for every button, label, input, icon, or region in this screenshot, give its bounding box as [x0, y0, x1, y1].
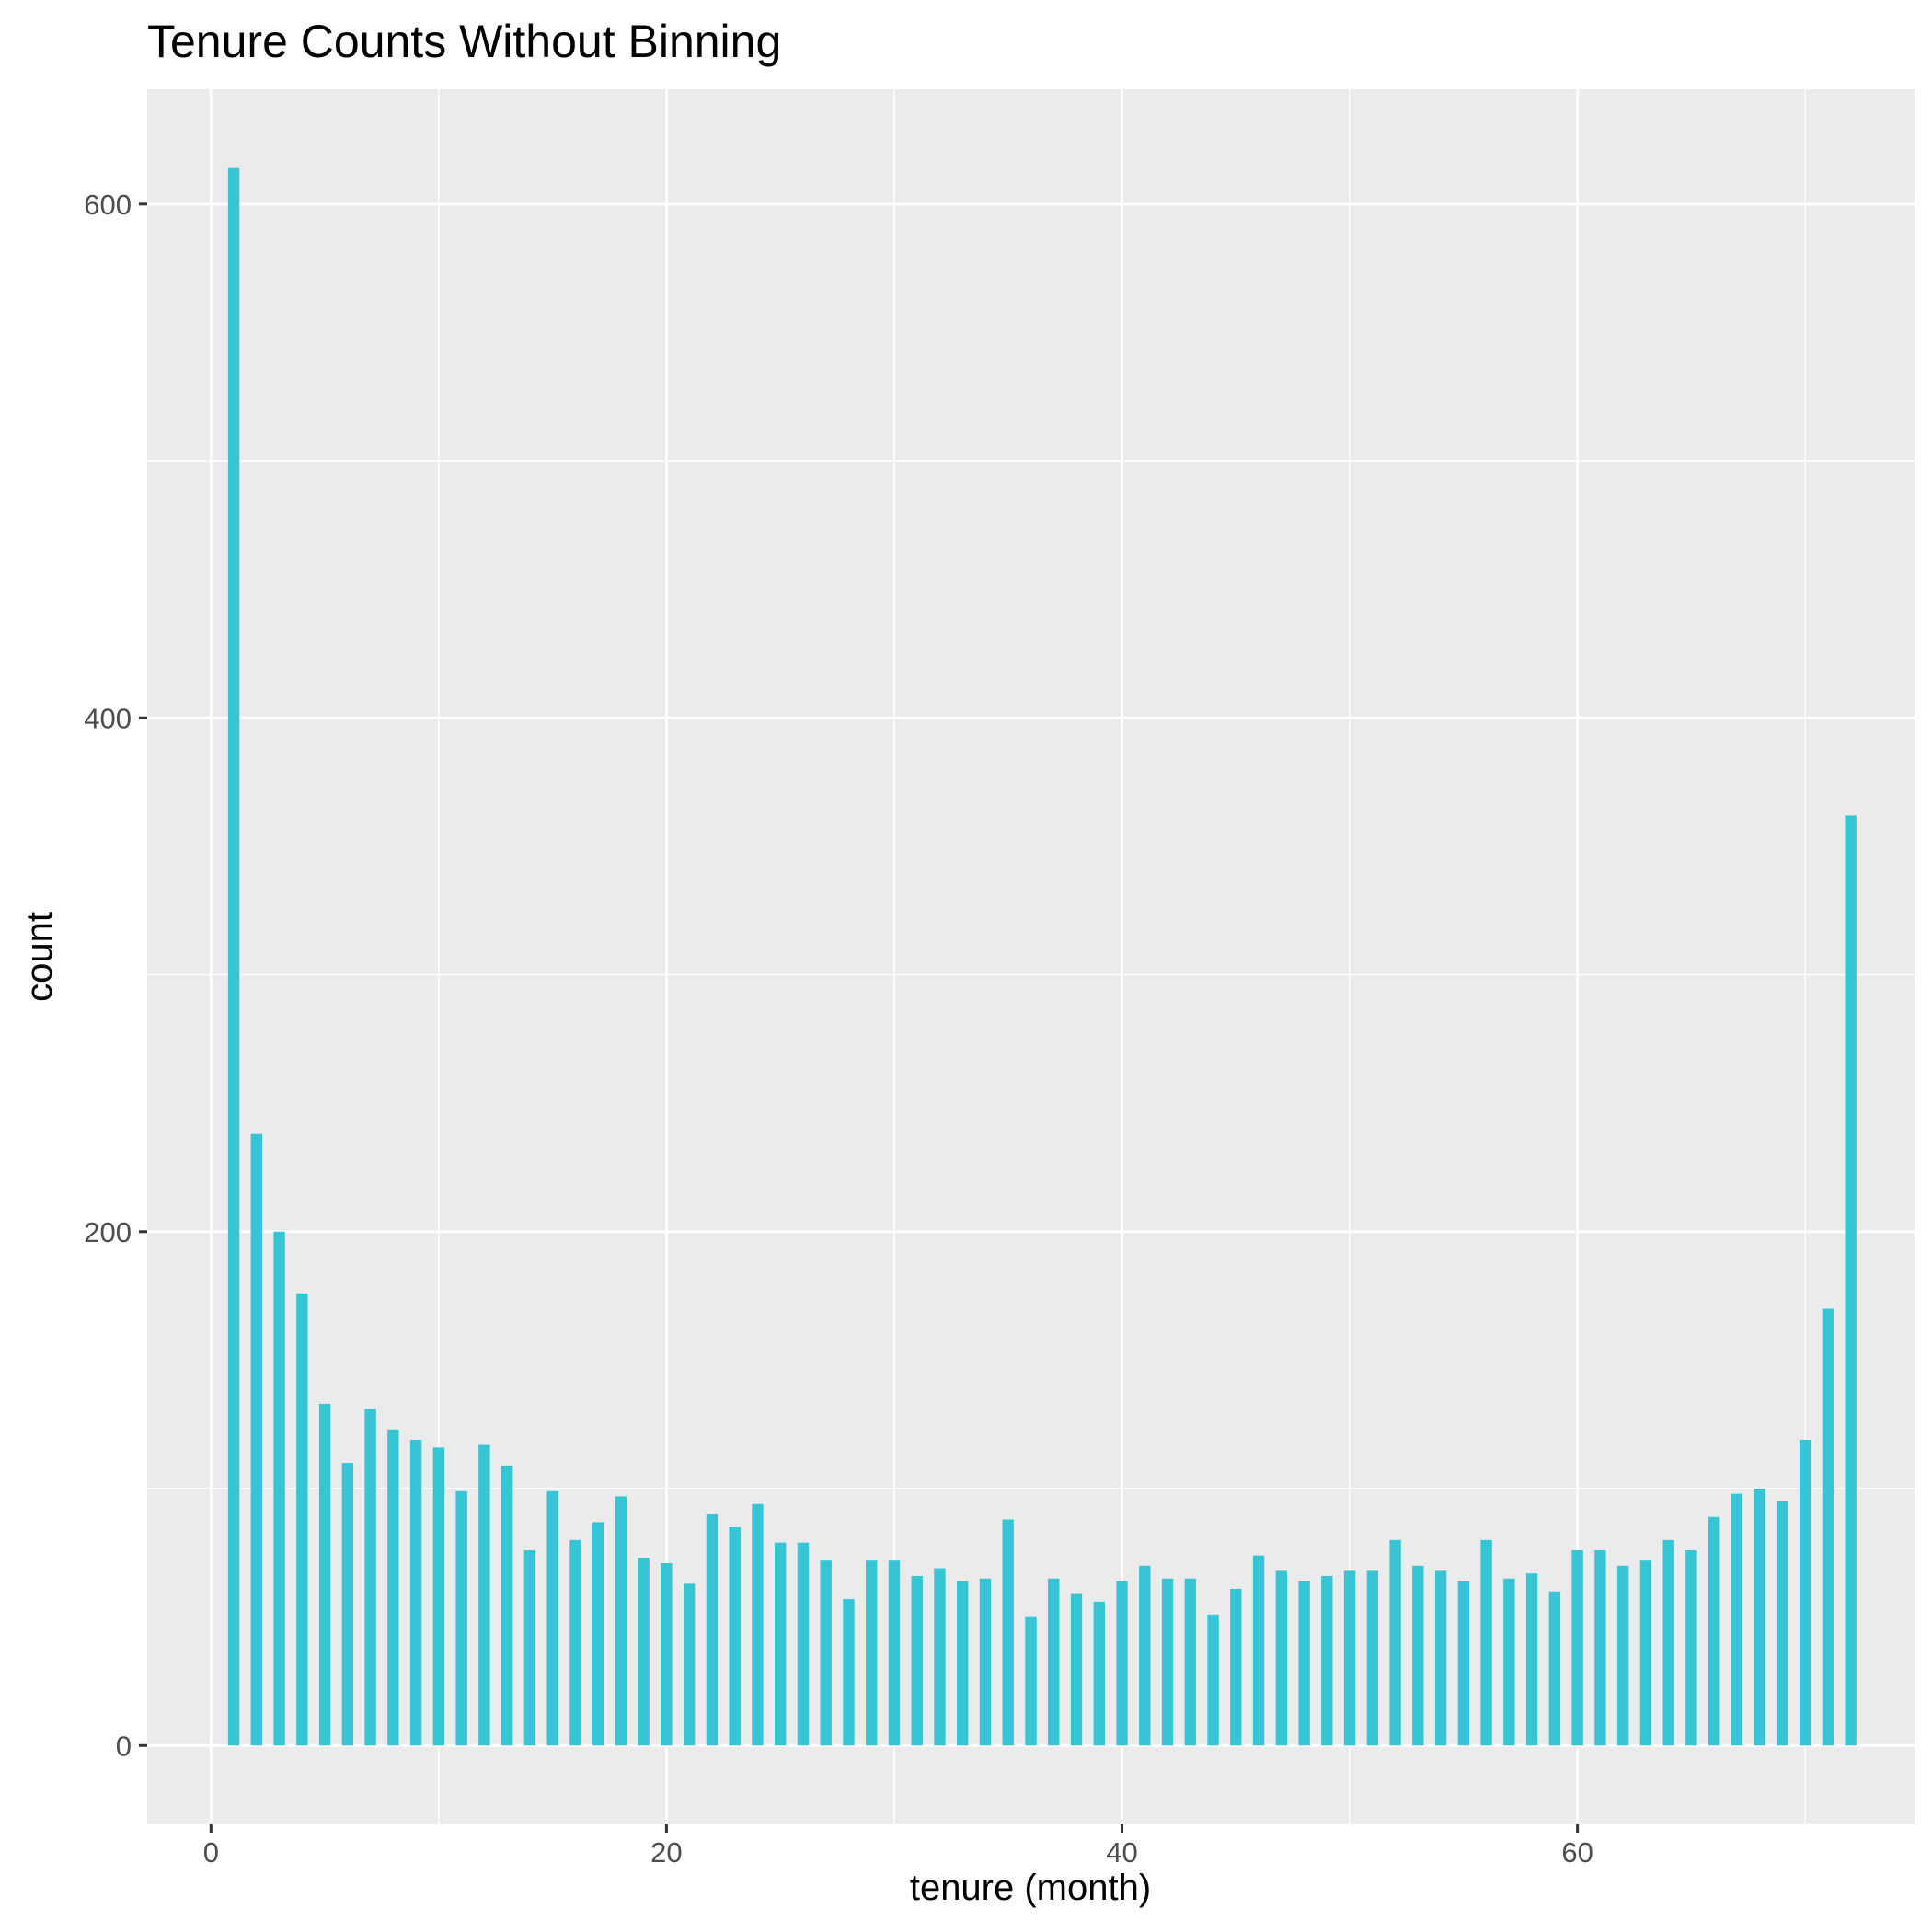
- bar: [1275, 1570, 1287, 1746]
- bar: [364, 1409, 376, 1746]
- bar: [615, 1496, 627, 1746]
- bar: [1662, 1539, 1674, 1746]
- bar: [1503, 1578, 1515, 1746]
- x-tick-label: 0: [203, 1836, 219, 1869]
- bar: [1412, 1565, 1424, 1746]
- bar: [1616, 1565, 1629, 1746]
- bar: [1594, 1550, 1606, 1746]
- y-tick-label: 0: [116, 1730, 132, 1762]
- bar: [843, 1599, 855, 1746]
- bar: [1389, 1539, 1401, 1746]
- bar: [1731, 1493, 1743, 1746]
- bar: [979, 1578, 992, 1746]
- bar: [1298, 1581, 1310, 1746]
- x-tick-label: 20: [650, 1836, 682, 1869]
- y-axis: 0 200 400 600: [84, 189, 147, 1762]
- bar: [569, 1539, 581, 1746]
- bar: [661, 1563, 673, 1746]
- bar: [1366, 1570, 1379, 1746]
- bar: [1207, 1614, 1219, 1746]
- bar: [1116, 1581, 1128, 1746]
- bar: [911, 1575, 923, 1746]
- bar: [273, 1231, 285, 1746]
- bar: [296, 1293, 308, 1746]
- bar: [1434, 1570, 1447, 1746]
- bar: [888, 1560, 901, 1746]
- bar: [318, 1403, 331, 1746]
- bar: [478, 1444, 490, 1746]
- bar: [1548, 1591, 1561, 1746]
- bar: [1708, 1516, 1720, 1746]
- bar: [1252, 1555, 1265, 1746]
- bar: [1457, 1581, 1470, 1746]
- bar: [1639, 1560, 1652, 1746]
- bars: [227, 167, 1857, 1746]
- bar: [227, 167, 240, 1746]
- bar: [752, 1503, 764, 1746]
- y-tick-label: 600: [84, 189, 132, 221]
- bar: [1685, 1550, 1697, 1746]
- bar: [638, 1558, 650, 1746]
- bar: [1093, 1601, 1105, 1746]
- bar: [1048, 1578, 1060, 1746]
- bar: [934, 1568, 946, 1746]
- bar: [1777, 1501, 1788, 1746]
- bar: [409, 1439, 422, 1746]
- x-axis: 0 20 40 60: [203, 1824, 1593, 1869]
- bar: [455, 1490, 467, 1746]
- x-axis-title: tenure (month): [910, 1868, 1151, 1908]
- bar: [592, 1522, 604, 1746]
- bar: [387, 1429, 399, 1746]
- bar: [1139, 1565, 1151, 1746]
- bar: [1799, 1439, 1811, 1746]
- bar: [775, 1542, 787, 1746]
- bar: [1161, 1578, 1174, 1746]
- y-tick-label: 200: [84, 1216, 132, 1248]
- y-tick-label: 400: [84, 702, 132, 734]
- bar: [1845, 815, 1857, 1746]
- bar: [866, 1560, 878, 1746]
- x-tick-label: 60: [1561, 1836, 1593, 1869]
- bar: [797, 1542, 810, 1746]
- bar: [500, 1465, 513, 1746]
- bar: [523, 1550, 536, 1746]
- bar: [341, 1463, 354, 1746]
- bar: [820, 1560, 832, 1746]
- bar: [546, 1490, 558, 1746]
- bar: [1480, 1539, 1492, 1746]
- bar: [1571, 1550, 1583, 1746]
- minor-gridlines: [147, 89, 1915, 1824]
- bar: [1321, 1575, 1333, 1746]
- bar: [1070, 1593, 1083, 1746]
- bar: [1754, 1489, 1765, 1746]
- bar: [1230, 1588, 1242, 1746]
- y-axis-title: count: [19, 912, 60, 1002]
- bar: [1025, 1616, 1037, 1746]
- bar: [729, 1526, 741, 1746]
- bar: [250, 1133, 263, 1746]
- bar: [706, 1513, 719, 1746]
- bar: [1822, 1308, 1834, 1746]
- bar: [1525, 1573, 1538, 1746]
- bar: [1343, 1570, 1356, 1746]
- x-tick-label: 40: [1106, 1836, 1137, 1869]
- bar: [432, 1447, 445, 1746]
- bar: [683, 1583, 696, 1746]
- chart-title: Tenure Counts Without Binning: [147, 16, 781, 67]
- major-gridlines: [147, 89, 1915, 1824]
- bar: [1002, 1519, 1014, 1746]
- bar: [957, 1581, 969, 1746]
- bar: [1184, 1578, 1196, 1746]
